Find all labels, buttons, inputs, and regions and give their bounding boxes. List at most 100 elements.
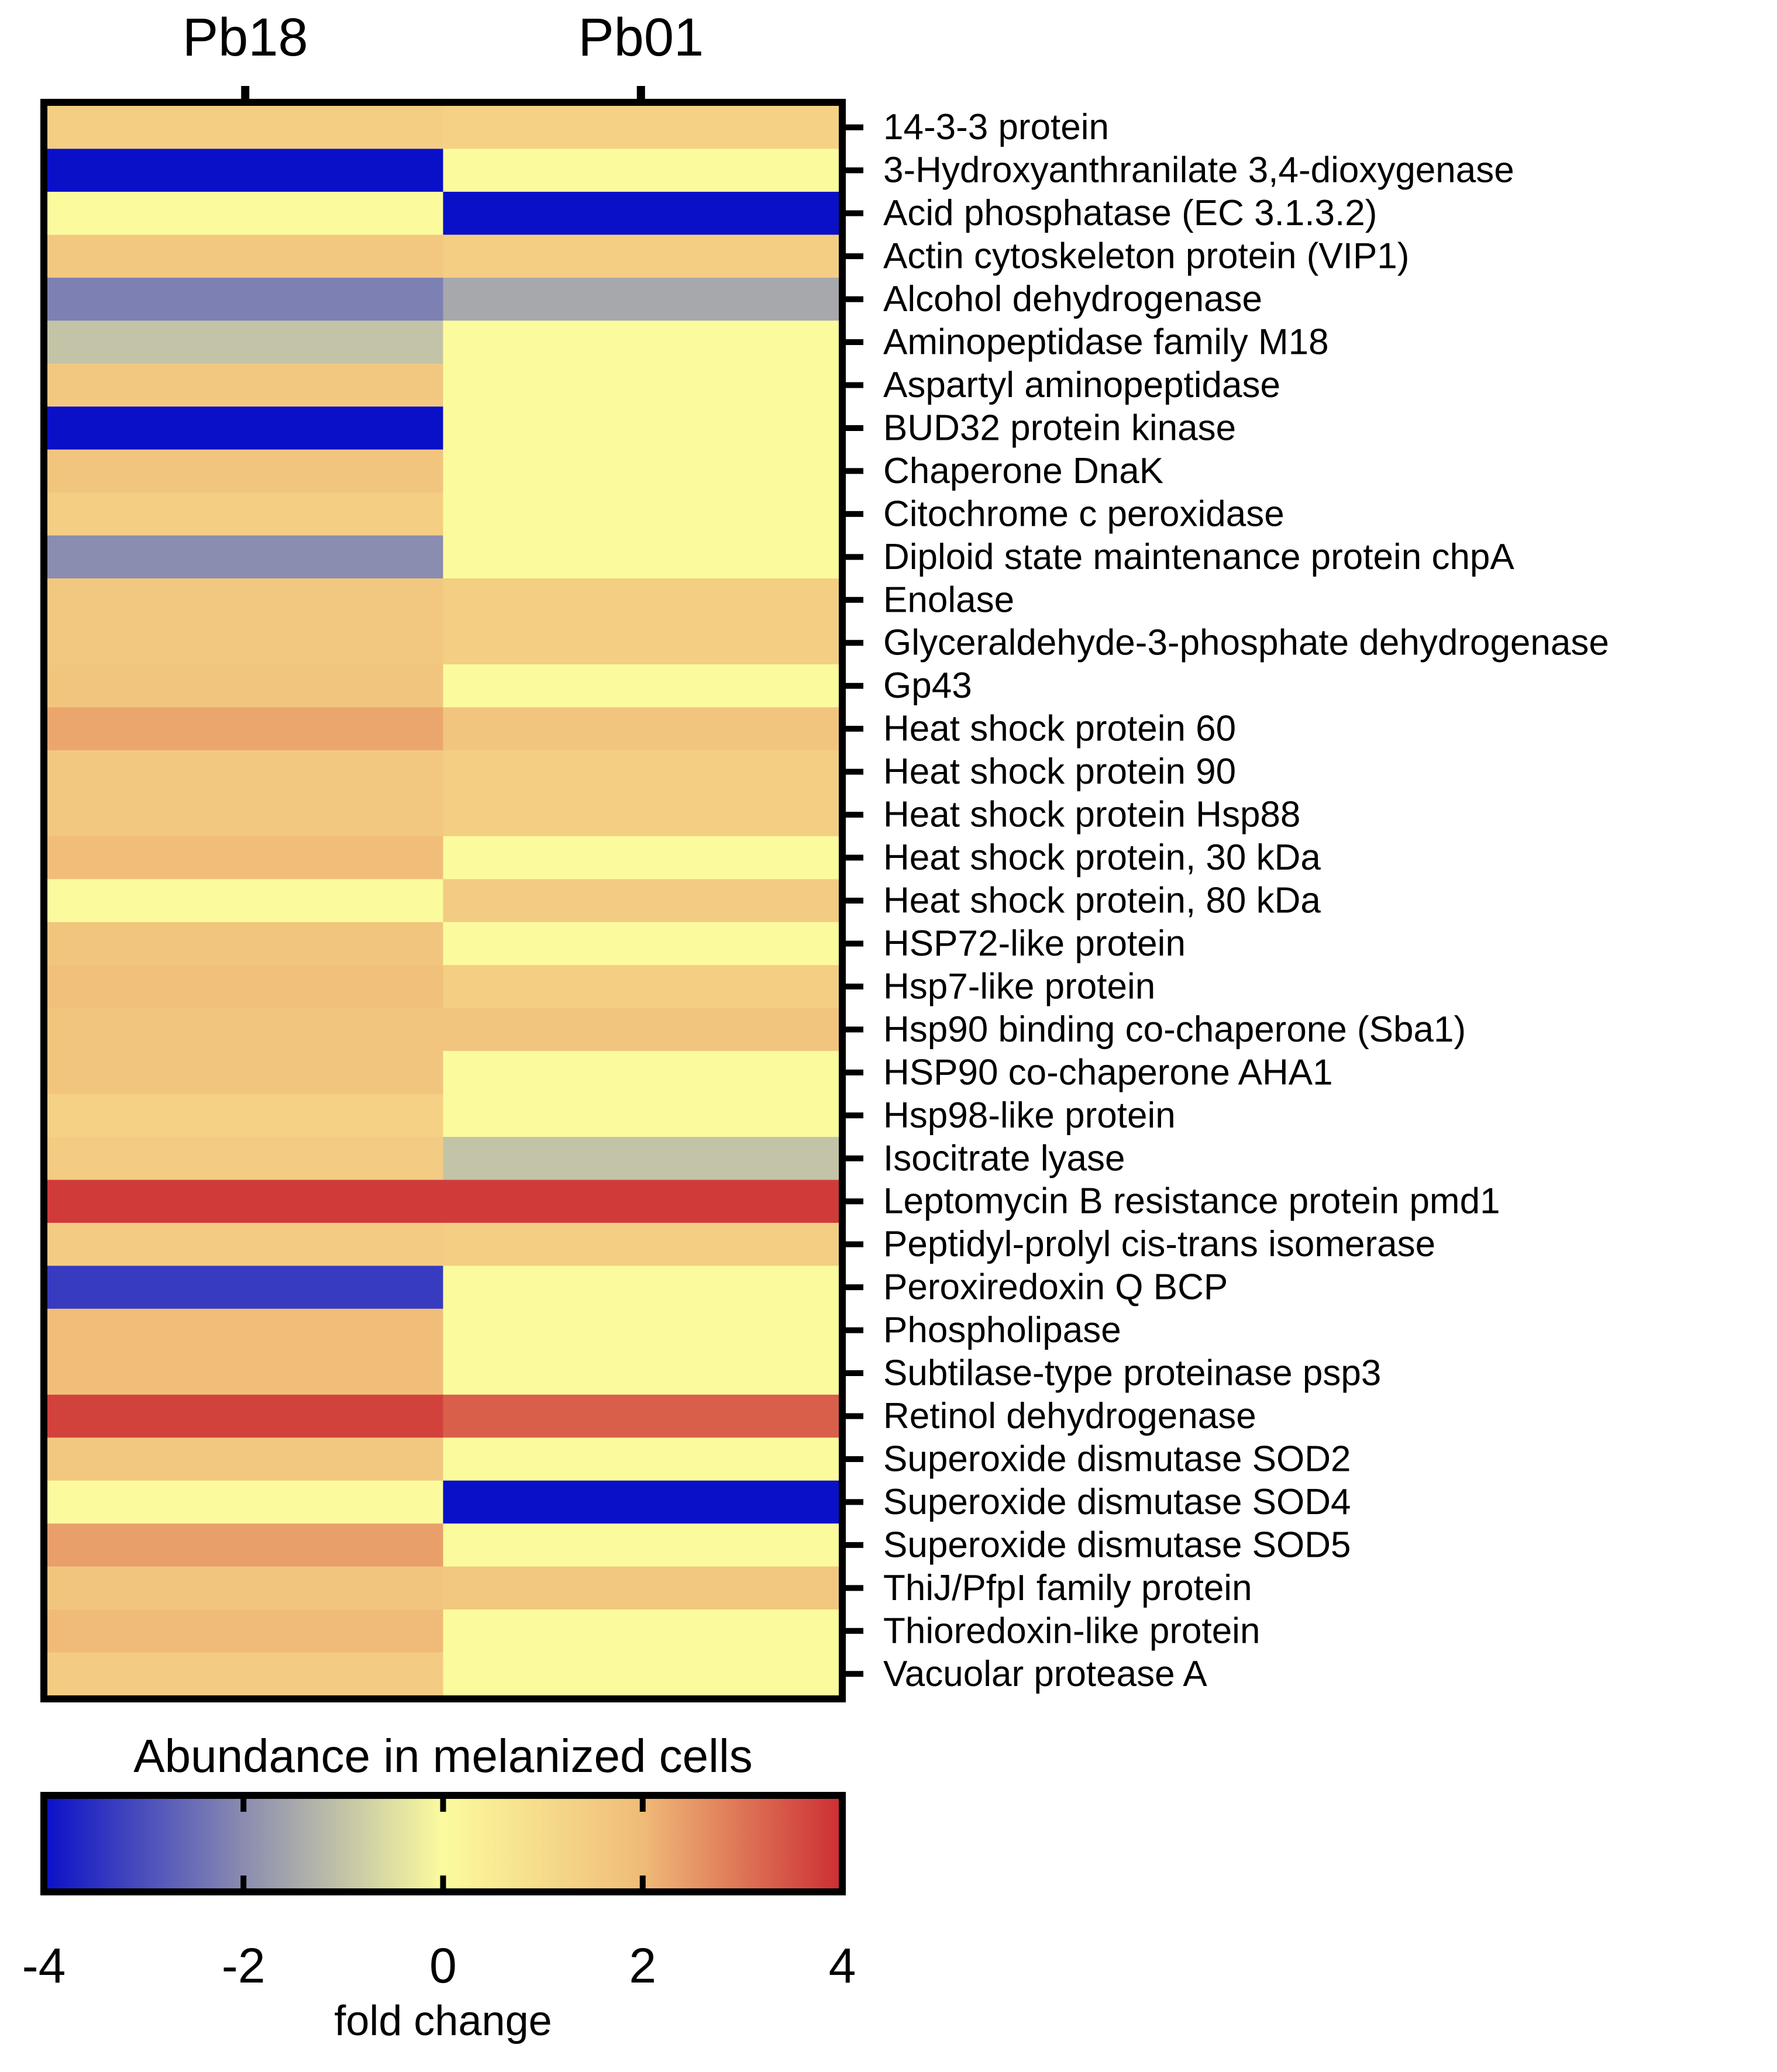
heatmap-cell [443,1222,839,1267]
colorbar-tick-label: 0 [429,1938,457,1993]
row-label: 14-3-3 protein [883,107,1109,147]
heatmap-cell [47,492,444,536]
row-label: HSP90 co-chaperone AHA1 [883,1052,1333,1092]
heatmap-cell [443,535,839,579]
row-label: Actin cytoskeleton protein (VIP1) [883,236,1409,277]
heatmap-cell [443,1609,839,1653]
heatmap-cell [47,1352,444,1395]
heatmap-cell [443,1523,839,1567]
heatmap-cell [443,793,839,837]
row-label: Peptidyl-prolyl cis-trans isomerase [883,1224,1435,1264]
heatmap-cell [47,1180,444,1223]
heatmap-cell [443,922,839,966]
column-label: Pb01 [578,8,704,67]
colorbar-tick-label: 2 [629,1938,656,1993]
heatmap-cell [47,149,444,192]
heatmap-cell [47,664,444,708]
row-label: Superoxide dismutase SOD5 [883,1525,1351,1565]
heatmap-cell [443,1308,839,1352]
heatmap-cell [47,1566,444,1610]
heatmap-cells [40,99,846,1702]
heatmap-cell [443,1051,839,1095]
heatmap-cell [443,106,839,150]
heatmap-cell [443,492,839,536]
heatmap-cell [47,1008,444,1051]
row-label: HSP72-like protein [883,923,1186,964]
heatmap-cell [47,320,444,364]
heatmap-cell [443,664,839,708]
heatmap-cell [443,406,839,450]
row-label: Diploid state maintenance protein chpA [883,537,1514,577]
heatmap-cell [443,1266,839,1309]
row-label: Hsp90 binding co-chaperone (Sba1) [883,1009,1466,1050]
heatmap-cell [47,1394,444,1438]
heatmap-cell [47,1480,444,1524]
heatmap-cell [443,1352,839,1395]
colorbar-title: Abundance in melanized cells [133,1730,752,1782]
heatmap-cell [47,965,444,1009]
heatmap-cell [47,363,444,407]
row-label: Aminopeptidase family M18 [883,322,1329,363]
row-label: Alcohol dehydrogenase [883,279,1262,319]
heatmap-cell [443,750,839,794]
column-labels: Pb18 Pb01 [182,8,704,102]
row-label: Superoxide dismutase SOD2 [883,1439,1351,1479]
row-label: Retinol dehydrogenase [883,1396,1256,1436]
row-label: BUD32 protein kinase [883,408,1236,448]
column-label: Pb18 [182,8,308,67]
heatmap-cell [47,449,444,493]
heatmap-cell [443,149,839,192]
heatmap-cell [443,621,839,665]
heatmap-cell [443,1008,839,1051]
heatmap-cell [47,793,444,837]
colorbar-tick-label: 4 [829,1938,856,1993]
row-label: Acid phosphatase (EC 3.1.3.2) [883,193,1377,233]
heatmap-cell [47,879,444,923]
heatmap-cell [443,965,839,1009]
heatmap-cell [443,1437,839,1481]
heatmap-cell [47,1137,444,1181]
row-label: Heat shock protein, 80 kDa [883,881,1321,921]
heatmap-cell [443,1394,839,1438]
heatmap-cell [443,1137,839,1181]
colorbar-tick-label: -4 [22,1938,66,1993]
heatmap-cell [47,1523,444,1567]
heatmap-cell [47,1266,444,1309]
heatmap-cell [443,836,839,880]
heatmap-cell [443,277,839,321]
row-label: Isocitrate lyase [883,1138,1125,1178]
heatmap-cell [443,707,839,751]
heatmap-cell [47,750,444,794]
heatmap-cell [47,191,444,235]
row-label: Thioredoxin-like protein [883,1611,1260,1651]
heatmap-cell [47,707,444,751]
row-label: Gp43 [883,666,972,706]
heatmap-cell [443,879,839,923]
heatmap-cell [443,191,839,235]
heatmap-cell [443,320,839,364]
heatmap-cell [47,1222,444,1267]
heatmap-cell [47,836,444,880]
heatmap-cell [443,235,839,278]
colorbar-axis-label: fold change [334,1998,552,2045]
heatmap-cell [47,1094,444,1137]
row-label: Leptomycin B resistance protein pmd1 [883,1181,1500,1222]
row-label: Aspartyl aminopeptidase [883,365,1280,405]
row-label: Phospholipase [883,1310,1121,1350]
heatmap-cell [443,1480,839,1524]
heatmap-cell [47,922,444,966]
heatmap-cell [47,277,444,321]
row-label: Heat shock protein 90 [883,751,1236,792]
row-label: Subtilase-type proteinase psp3 [883,1353,1381,1394]
heatmap-cell [47,1652,444,1696]
row-label: Enolase [883,580,1014,620]
row-label: Hsp98-like protein [883,1095,1176,1136]
heatmap-cell [443,1566,839,1610]
row-label: Heat shock protein Hsp88 [883,795,1300,835]
row-label: Heat shock protein, 30 kDa [883,837,1321,878]
row-label: Vacuolar protease A [883,1654,1207,1694]
row-label: 3-Hydroxyanthranilate 3,4-dioxygenase [883,150,1514,191]
